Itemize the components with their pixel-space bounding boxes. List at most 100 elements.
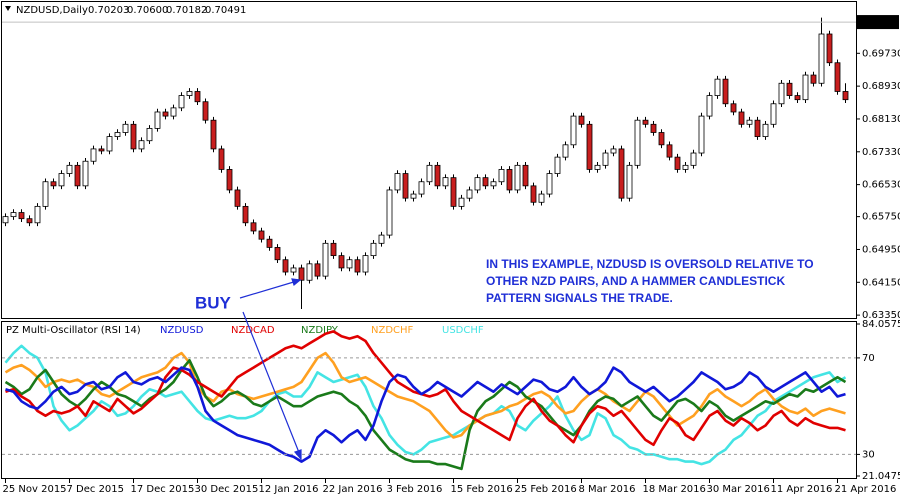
header-open: 0.70203 — [88, 5, 129, 16]
candle-body — [298, 267, 305, 281]
candle-body — [290, 267, 297, 273]
y-tick-label: 0.67330 — [862, 147, 900, 158]
candle-body — [842, 91, 849, 101]
x-tick-label: 15 Feb 2016 — [451, 484, 513, 495]
candle-body — [818, 33, 825, 84]
y-tick-label: 0.64150 — [862, 277, 900, 288]
candle-body — [770, 103, 777, 125]
candle-body — [186, 91, 193, 96]
candle-body — [426, 164, 433, 183]
candle-body — [242, 205, 249, 224]
candle-body — [66, 164, 73, 174]
candle-body — [202, 101, 209, 121]
candle-body — [594, 164, 601, 170]
series-line — [4, 351, 846, 439]
candle-body — [2, 216, 9, 224]
candle-body — [674, 156, 681, 170]
candle-body — [26, 218, 33, 224]
legend-entry: NZDCHF — [371, 325, 414, 336]
candle-body — [114, 132, 121, 138]
candle-body — [74, 164, 81, 187]
candle-body — [650, 123, 657, 133]
y-tick-label: 0.68130 — [862, 114, 900, 125]
candle-body — [138, 140, 145, 150]
candle-body — [90, 148, 97, 162]
candle-body — [522, 164, 529, 187]
arrow-line — [239, 280, 298, 299]
candle-body — [346, 259, 353, 269]
candle-body — [130, 123, 137, 150]
candle-body — [754, 119, 761, 138]
candle-body — [738, 111, 745, 125]
candle-body — [314, 263, 321, 277]
candle-body — [570, 115, 577, 146]
candle-body — [162, 111, 169, 117]
candle-body — [642, 119, 649, 125]
candle-body — [106, 136, 113, 152]
x-tick-label: 7 Dec 2015 — [67, 484, 125, 495]
x-tick-label: 30 Dec 2015 — [195, 484, 259, 495]
series-line — [5, 366, 846, 463]
y-tick-label: 0.68930 — [862, 81, 900, 92]
candle-body — [178, 95, 185, 109]
y-tick-label: 21.0475 — [862, 471, 900, 482]
x-tick-label: 30 Mar 2016 — [707, 484, 770, 495]
candle-body — [50, 181, 57, 187]
candle-body — [762, 123, 769, 138]
candle-body — [330, 242, 337, 257]
candle-body — [434, 164, 441, 187]
candle-body — [746, 119, 753, 125]
price-pane — [1, 1, 857, 319]
candle-body — [714, 78, 721, 96]
candle-body — [258, 230, 265, 240]
y-tick-label: 30 — [862, 449, 875, 460]
candle-body — [450, 177, 457, 207]
candle-body — [234, 189, 241, 207]
candle-body — [778, 82, 785, 105]
annotation-text: OTHER NZD PAIRS, AND A HAMMER CANDLESTIC… — [486, 274, 785, 288]
legend-entry: USDCHF — [442, 325, 484, 336]
series-line — [4, 344, 847, 466]
oscillator-title: PZ Multi-Oscillator (RSI 14) — [6, 325, 141, 336]
candle-body — [274, 247, 281, 261]
candle-body — [602, 152, 609, 166]
candle-body — [834, 62, 841, 92]
candle-body — [226, 169, 233, 191]
x-tick-label: 17 Dec 2015 — [131, 484, 195, 495]
y-tick-label: 0.63350 — [862, 310, 900, 321]
header-close: 0.70491 — [205, 5, 246, 16]
candle-body — [34, 205, 41, 224]
series-line — [4, 359, 847, 471]
candle-body — [706, 95, 713, 117]
candle-body — [378, 234, 385, 244]
candle-body — [410, 193, 417, 199]
candle-body — [786, 82, 793, 96]
candle-body — [210, 119, 217, 150]
x-tick-label: 21 Apr 2016 — [835, 484, 897, 495]
candle-body — [322, 242, 329, 277]
y-tick-label: 0.64950 — [862, 244, 900, 255]
candle-body — [18, 212, 25, 220]
candle-body — [386, 189, 393, 236]
pane-icon — [5, 6, 11, 11]
series-line — [5, 330, 846, 447]
candle-body — [562, 144, 569, 158]
x-tick-label: 3 Feb 2016 — [387, 484, 443, 495]
candle-body — [402, 173, 409, 199]
candle-body — [658, 132, 665, 146]
x-tick-label: 25 Feb 2016 — [515, 484, 577, 495]
candle-body — [586, 123, 593, 170]
candle-body — [802, 74, 809, 101]
candle-body — [58, 173, 65, 187]
arrow-head — [293, 449, 302, 461]
legend-entry: NZDCAD — [231, 325, 275, 336]
candle-body — [394, 173, 401, 191]
candle-body — [610, 148, 617, 154]
candle-body — [306, 263, 313, 281]
y-tick-label: 70 — [862, 353, 875, 364]
header-high: 0.70600 — [127, 5, 168, 16]
arrow-line — [242, 311, 301, 456]
candle-body — [794, 95, 801, 101]
candle-body — [722, 78, 729, 105]
